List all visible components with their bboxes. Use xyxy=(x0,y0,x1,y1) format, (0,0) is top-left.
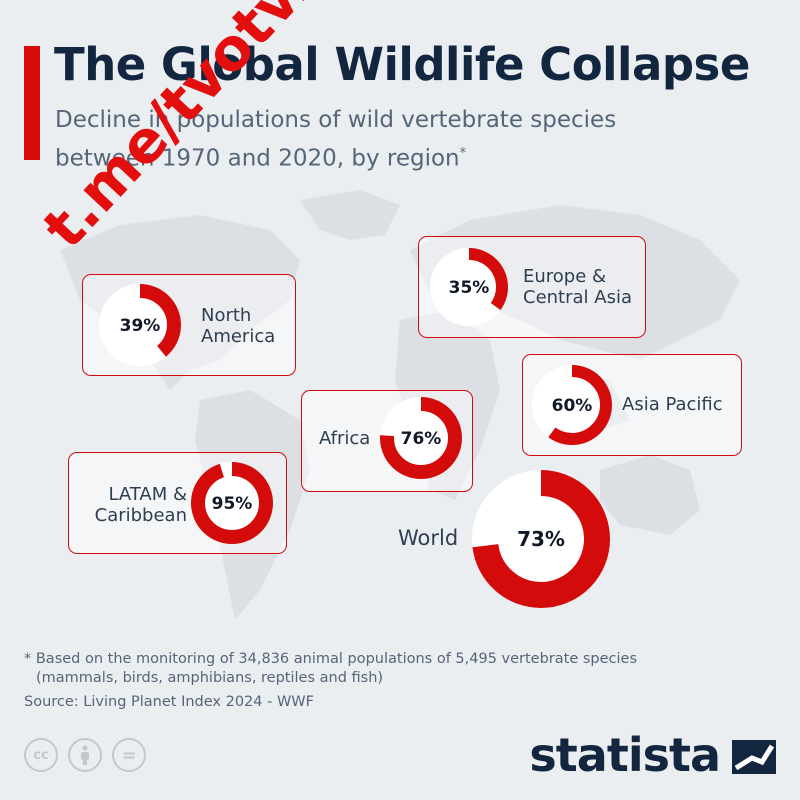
donut-arc-asia-pacific xyxy=(532,365,612,445)
donut-arc-world xyxy=(472,470,610,608)
title-accent-bar xyxy=(24,46,40,160)
donut-africa: 76% xyxy=(380,397,462,479)
value-label-north-america: 39% xyxy=(120,316,161,336)
label-asia-pacific: Asia Pacific xyxy=(622,394,723,415)
chart-title: The Global Wildlife Collapse xyxy=(54,38,750,91)
donut-arc-north-america xyxy=(99,284,181,366)
donut-arc-africa xyxy=(380,397,462,479)
value-label-africa: 76% xyxy=(401,429,442,449)
nd-icon[interactable]: = xyxy=(112,738,146,772)
donut-arc-europe-central-asia xyxy=(430,248,508,326)
donut-asia-pacific: 60% xyxy=(532,365,612,445)
source-note: Source: Living Planet Index 2024 - WWF xyxy=(24,694,314,710)
chart-subtitle: Decline in populations of wild vertebrat… xyxy=(55,104,695,176)
footnote-line-1: * Based on the monitoring of 34,836 anim… xyxy=(24,651,638,667)
donut-arc-latam-caribbean xyxy=(191,462,273,544)
donut-north-america: 39% xyxy=(99,284,181,366)
subtitle-footnote-mark: * xyxy=(459,146,467,161)
donut-europe-central-asia: 35% xyxy=(430,248,508,326)
statista-logo[interactable]: statista xyxy=(529,728,721,782)
subtitle-text: Decline in populations of wild vertebrat… xyxy=(55,107,617,172)
label-north-america: North America xyxy=(201,305,276,347)
label-europe-central-asia: Europe & Central Asia xyxy=(523,266,632,308)
label-africa: Africa xyxy=(319,428,371,449)
footnote: * Based on the monitoring of 34,836 anim… xyxy=(24,650,637,688)
value-label-latam-caribbean: 95% xyxy=(212,494,253,514)
value-label-asia-pacific: 60% xyxy=(552,396,593,416)
donut-world: 73% xyxy=(472,470,610,608)
license-icons: cc = xyxy=(24,738,146,772)
statista-logo-icon xyxy=(732,740,776,774)
donut-latam-caribbean: 95% xyxy=(191,462,273,544)
label-latam-caribbean: LATAM & Caribbean xyxy=(94,484,187,526)
value-label-world: 73% xyxy=(517,527,565,551)
by-icon[interactable] xyxy=(68,738,102,772)
value-label-europe-central-asia: 35% xyxy=(449,278,490,298)
label-world: World xyxy=(398,526,459,550)
footnote-line-2: (mammals, birds, amphibians, reptiles an… xyxy=(36,670,384,686)
cc-icon[interactable]: cc xyxy=(24,738,58,772)
